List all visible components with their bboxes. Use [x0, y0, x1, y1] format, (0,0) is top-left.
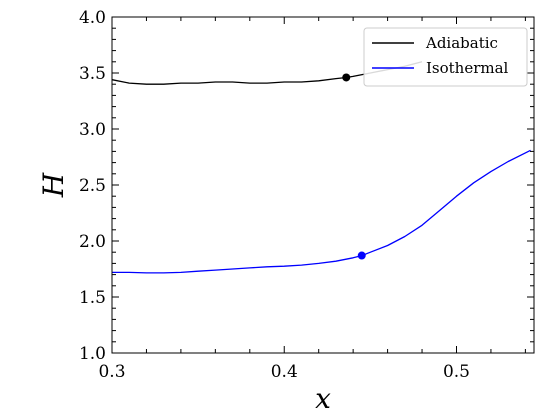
marker-point-adiabatic: [342, 73, 351, 82]
x-tick-label: 0.3: [98, 362, 125, 382]
series-line-isothermal: [112, 149, 531, 274]
legend: Adiabatic Isothermal: [363, 27, 528, 87]
x-tick-label: 0.5: [443, 362, 470, 382]
y-tick-label: 2.0: [79, 232, 106, 252]
legend-label-isothermal: Isothermal: [426, 59, 509, 77]
marker-point-isothermal: [357, 251, 366, 260]
y-tick-label: 4.0: [79, 8, 106, 28]
series-layer: [111, 61, 531, 274]
x-axis-title: x: [315, 382, 331, 415]
y-tick-label: 1.5: [79, 288, 106, 308]
ticks-layer: 0.3 0.4 0.5 1.0 1.5 2.0 2.5 3.0 3.5 4.0: [79, 8, 534, 382]
y-axis-title: H: [37, 172, 70, 198]
y-tick-label: 2.5: [79, 176, 106, 196]
y-tick-label: 3.0: [79, 120, 106, 140]
y-tick-label: 3.5: [79, 64, 106, 84]
legend-label-adiabatic: Adiabatic: [425, 34, 498, 52]
x-tick-label: 0.4: [271, 362, 298, 382]
y-tick-label: 1.0: [79, 344, 106, 364]
